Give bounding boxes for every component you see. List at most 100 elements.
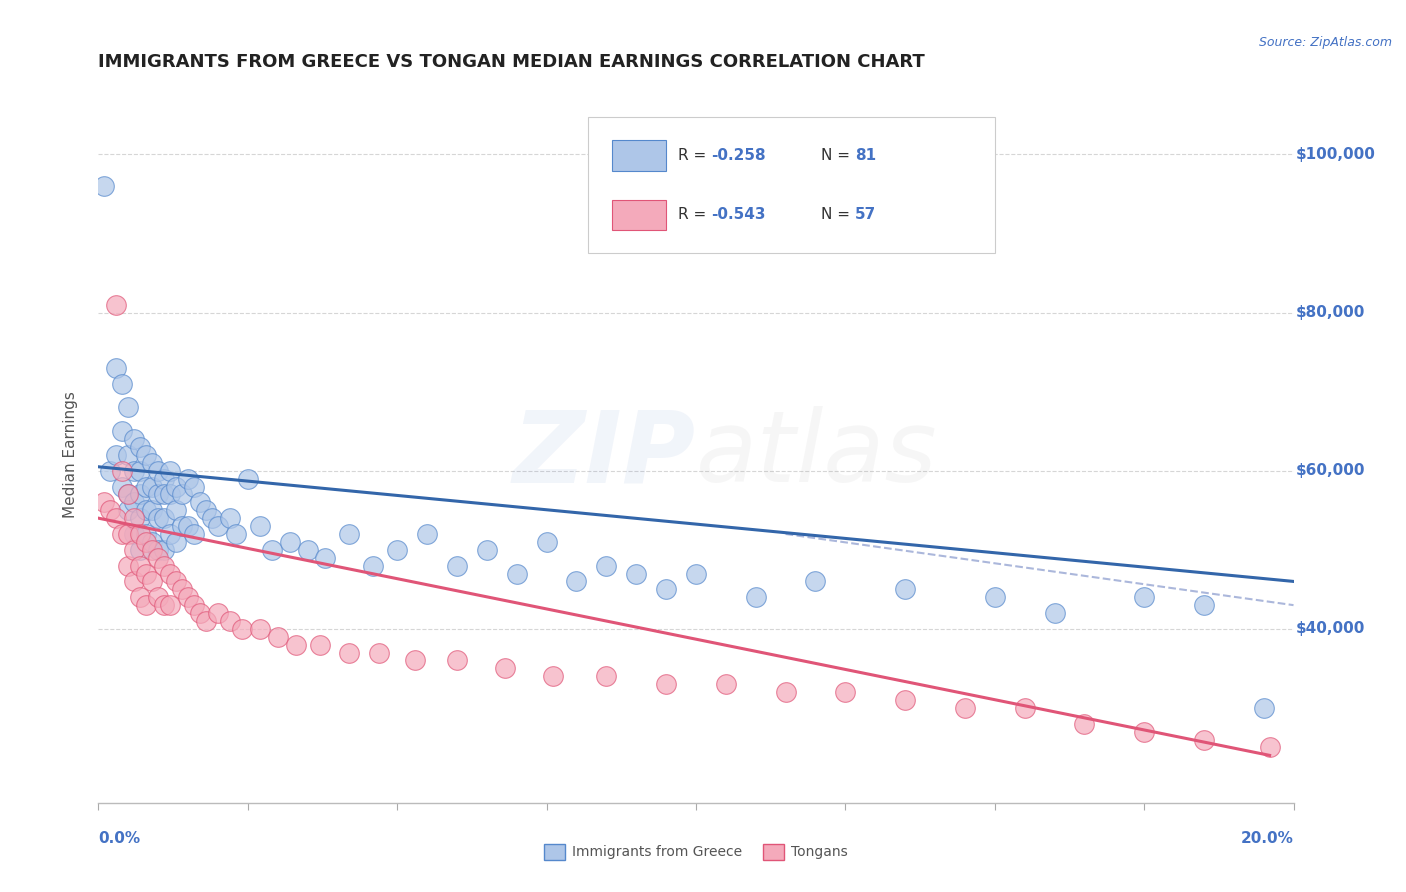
Point xyxy=(595,558,617,573)
Point xyxy=(148,511,170,525)
Point xyxy=(117,448,139,462)
Point xyxy=(339,527,360,541)
Point xyxy=(159,487,181,501)
Point xyxy=(494,661,516,675)
Point xyxy=(111,376,134,391)
Bar xyxy=(612,200,666,230)
Point xyxy=(117,487,139,501)
Text: 57: 57 xyxy=(855,207,876,222)
Point xyxy=(1133,591,1156,605)
Point xyxy=(385,542,409,557)
Point xyxy=(1073,716,1095,731)
Point xyxy=(315,550,337,565)
Point xyxy=(141,503,163,517)
Point xyxy=(124,511,146,525)
Point xyxy=(278,535,301,549)
Point xyxy=(117,401,139,415)
Point xyxy=(339,646,360,660)
Point xyxy=(159,527,181,541)
Point xyxy=(98,464,122,478)
Point xyxy=(148,550,170,565)
Text: N =: N = xyxy=(821,207,855,222)
Point xyxy=(172,582,194,597)
Point xyxy=(219,511,242,525)
Point xyxy=(129,542,152,557)
Point xyxy=(655,582,678,597)
Point xyxy=(165,535,187,549)
Point xyxy=(183,479,205,493)
Point xyxy=(624,566,647,581)
Point xyxy=(595,669,617,683)
Point xyxy=(117,503,139,517)
Point xyxy=(1253,701,1275,715)
Point xyxy=(188,495,211,509)
Point xyxy=(93,495,115,509)
Point xyxy=(129,558,152,573)
Point xyxy=(148,464,170,478)
Point xyxy=(117,487,139,501)
Point xyxy=(105,361,128,376)
Point xyxy=(111,479,134,493)
Point xyxy=(135,566,157,581)
Point xyxy=(177,591,200,605)
Point xyxy=(98,503,122,517)
Point xyxy=(153,511,176,525)
Point xyxy=(135,527,157,541)
Point xyxy=(685,566,707,581)
Text: R =: R = xyxy=(678,148,711,163)
Point xyxy=(1258,740,1281,755)
Text: $100,000: $100,000 xyxy=(1296,147,1376,162)
Point xyxy=(207,519,229,533)
Point xyxy=(368,646,391,660)
Point xyxy=(183,598,205,612)
Point xyxy=(124,495,146,509)
Point xyxy=(117,558,139,573)
Point xyxy=(506,566,529,581)
Text: IMMIGRANTS FROM GREECE VS TONGAN MEDIAN EARNINGS CORRELATION CHART: IMMIGRANTS FROM GREECE VS TONGAN MEDIAN … xyxy=(98,54,925,71)
Point xyxy=(153,558,176,573)
Point xyxy=(775,685,797,699)
Text: ZIP: ZIP xyxy=(513,407,696,503)
Text: $40,000: $40,000 xyxy=(1296,622,1365,636)
Point xyxy=(165,503,187,517)
Text: N =: N = xyxy=(821,148,855,163)
Point xyxy=(249,519,271,533)
Point xyxy=(953,701,976,715)
Point xyxy=(404,653,426,667)
Point xyxy=(201,511,224,525)
Point xyxy=(135,503,157,517)
Point xyxy=(172,519,194,533)
Point xyxy=(159,566,181,581)
Point xyxy=(111,527,134,541)
Point xyxy=(124,542,146,557)
Text: $60,000: $60,000 xyxy=(1296,463,1365,478)
Point xyxy=(93,179,115,194)
Text: 81: 81 xyxy=(855,148,876,163)
Point xyxy=(475,542,498,557)
Text: -0.258: -0.258 xyxy=(711,148,766,163)
Point xyxy=(165,574,187,589)
Point xyxy=(207,606,229,620)
Point xyxy=(231,622,253,636)
Point xyxy=(834,685,856,699)
Point xyxy=(260,542,283,557)
Point xyxy=(219,614,242,628)
Text: R =: R = xyxy=(678,207,711,222)
Point xyxy=(1014,701,1036,715)
Point xyxy=(124,574,146,589)
Point xyxy=(135,598,157,612)
Point xyxy=(172,487,194,501)
Point xyxy=(135,535,157,549)
Point xyxy=(135,479,157,493)
Point xyxy=(124,464,146,478)
Point xyxy=(308,638,330,652)
Text: -0.543: -0.543 xyxy=(711,207,766,222)
Point xyxy=(267,630,290,644)
Point xyxy=(148,591,170,605)
Point xyxy=(894,582,917,597)
Point xyxy=(249,622,271,636)
Point xyxy=(111,464,134,478)
Point xyxy=(416,527,439,541)
Point xyxy=(111,424,134,438)
Text: atlas: atlas xyxy=(696,407,938,503)
